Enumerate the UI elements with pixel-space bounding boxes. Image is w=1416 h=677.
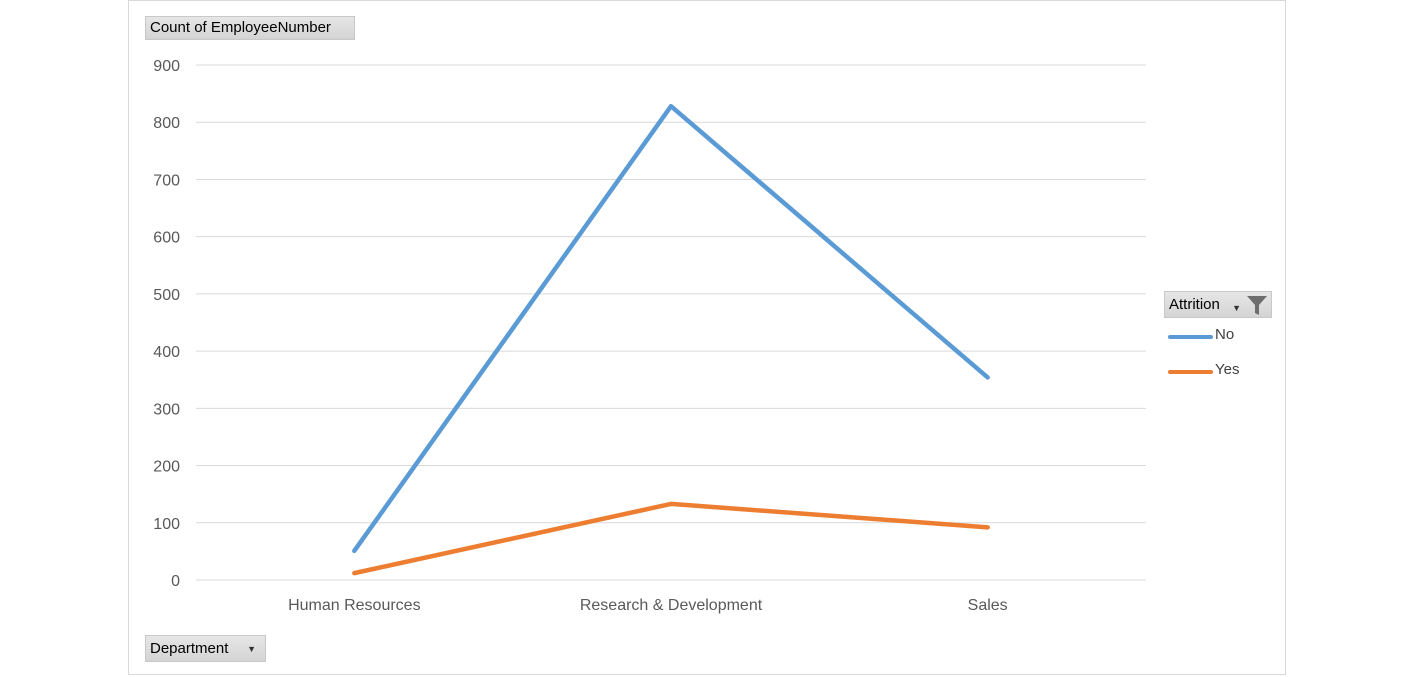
y-tick-label: 300 — [153, 401, 180, 418]
axis-field-label: Department — [150, 640, 229, 657]
legend-line-yes — [1168, 370, 1213, 374]
x-axis-tick-labels: Human Resources Research & Development Sal… — [288, 597, 1008, 614]
axis-field-button[interactable]: Department ▼ — [145, 635, 266, 662]
legend-field-label: Attrition — [1169, 296, 1220, 313]
x-tick-label: Human Resources — [288, 597, 421, 614]
legend-line-no — [1168, 335, 1213, 339]
y-tick-label: 0 — [171, 573, 180, 590]
value-field-label: Count of EmployeeNumber — [150, 19, 331, 36]
filter-icon — [1247, 296, 1267, 315]
chevron-down-icon: ▼ — [247, 644, 256, 654]
y-tick-label: 500 — [153, 287, 180, 304]
x-tick-label: Research & Development — [580, 597, 763, 614]
legend-label-no: No — [1215, 326, 1235, 343]
y-axis-tick-labels: 0 100 200 300 400 500 600 700 800 900 — [153, 58, 180, 590]
legend-field-button[interactable]: Attrition ▼ — [1164, 291, 1272, 318]
y-tick-label: 400 — [153, 344, 180, 361]
chart-area — [128, 0, 1286, 675]
series-lines — [352, 103, 990, 576]
legend-label-yes: Yes — [1215, 361, 1240, 378]
y-tick-label: 600 — [153, 230, 180, 247]
y-tick-label: 800 — [153, 115, 180, 132]
y-tick-label: 700 — [153, 172, 180, 189]
series-line-no — [352, 103, 990, 554]
gridlines — [196, 64, 1146, 581]
y-tick-label: 900 — [153, 58, 180, 75]
y-tick-label: 200 — [153, 459, 180, 476]
x-tick-label: Sales — [968, 597, 1008, 614]
chevron-down-icon: ▼ — [1232, 303, 1241, 313]
series-line-yes — [352, 501, 990, 576]
value-field-button[interactable]: Count of EmployeeNumber — [145, 16, 355, 40]
y-tick-label: 100 — [153, 516, 180, 533]
